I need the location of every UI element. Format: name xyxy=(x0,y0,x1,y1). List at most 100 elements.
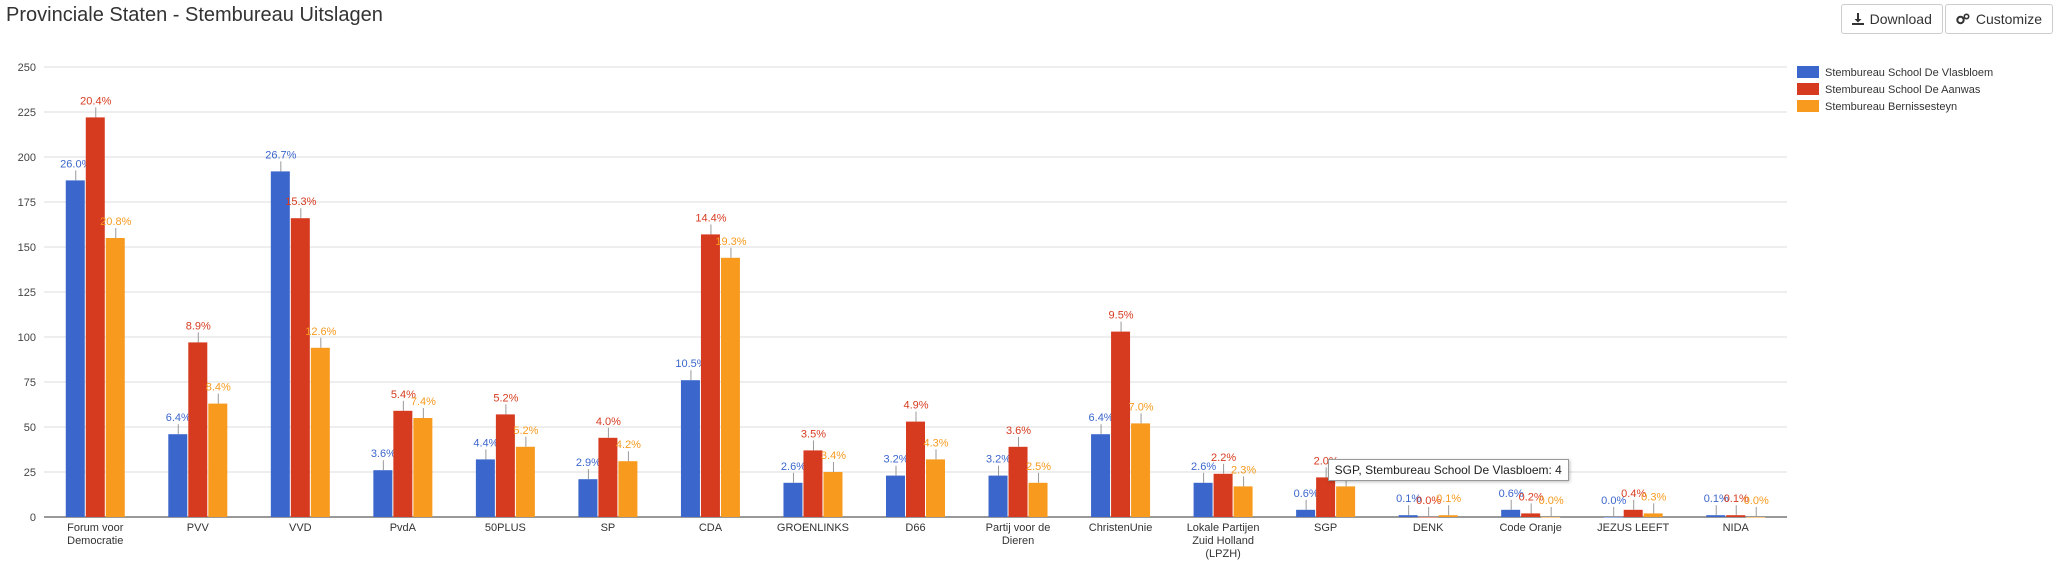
bar[interactable] xyxy=(1706,515,1726,517)
bar[interactable] xyxy=(1233,486,1253,517)
bar[interactable] xyxy=(1726,515,1746,517)
data-label: 26.0% xyxy=(60,158,91,170)
legend-swatch xyxy=(1797,66,1819,78)
data-label: 3.2% xyxy=(986,454,1011,466)
bar[interactable] xyxy=(1521,513,1541,517)
bar[interactable] xyxy=(1213,473,1233,517)
bar[interactable] xyxy=(1746,517,1766,518)
bar[interactable] xyxy=(413,418,433,517)
legend-entry: Stembureau School De Aanwas xyxy=(1825,84,1981,96)
bar[interactable] xyxy=(1541,517,1561,518)
x-tick-label: JEZUS LEEFT xyxy=(1597,522,1669,534)
bar[interactable] xyxy=(1111,331,1131,517)
data-label: 8.4% xyxy=(206,382,231,394)
bar[interactable] xyxy=(310,347,330,517)
y-tick-label: 100 xyxy=(18,332,36,344)
data-label: 12.6% xyxy=(305,326,336,338)
bar[interactable] xyxy=(1193,482,1213,517)
bar[interactable] xyxy=(65,180,85,517)
bar[interactable] xyxy=(803,450,823,517)
data-label: 15.3% xyxy=(285,196,316,208)
data-label: 3.4% xyxy=(821,450,846,462)
bar[interactable] xyxy=(1623,509,1643,517)
data-label: 7.4% xyxy=(411,396,436,408)
data-label: 0.3% xyxy=(1641,491,1666,503)
x-tick-label: Code Oranje xyxy=(1499,522,1561,534)
bar[interactable] xyxy=(208,403,228,517)
x-tick-label: NIDA xyxy=(1723,522,1750,534)
data-label: 3.6% xyxy=(371,448,396,460)
data-label: 0.1% xyxy=(1704,493,1729,505)
data-label: 2.5% xyxy=(1026,461,1051,473)
data-label: 20.4% xyxy=(80,95,111,107)
page-title: Provinciale Staten - Stembureau Uitslage… xyxy=(6,4,383,26)
legend-entry: Stembureau Bernissesteyn xyxy=(1825,101,1957,113)
x-tick-label: Forum voor xyxy=(67,522,124,534)
customize-button[interactable]: Customize xyxy=(1944,4,2053,34)
data-label: 4.9% xyxy=(903,400,928,412)
bar[interactable] xyxy=(1008,446,1028,517)
bar[interactable] xyxy=(618,461,638,517)
x-tick-label: GROENLINKS xyxy=(777,522,849,534)
bar[interactable] xyxy=(680,380,700,517)
bar[interactable] xyxy=(1296,509,1316,517)
bar[interactable] xyxy=(1028,482,1048,517)
bar[interactable] xyxy=(1603,517,1623,518)
y-tick-label: 75 xyxy=(24,377,36,389)
x-tick-label: ChristenUnie xyxy=(1089,522,1153,534)
data-label: 10.5% xyxy=(675,358,706,370)
data-label: 5.4% xyxy=(391,389,416,401)
bar[interactable] xyxy=(1131,423,1151,517)
x-tick-label: SGP xyxy=(1314,522,1337,534)
legend-swatch xyxy=(1797,83,1819,95)
bar[interactable] xyxy=(906,421,925,517)
bar[interactable] xyxy=(598,437,618,517)
bar[interactable] xyxy=(188,342,208,517)
y-tick-label: 200 xyxy=(18,152,36,164)
bar[interactable] xyxy=(290,218,310,517)
data-label: 7.0% xyxy=(1129,401,1154,413)
data-label: 3.2% xyxy=(883,454,908,466)
bar[interactable] xyxy=(515,446,535,517)
y-tick-label: 175 xyxy=(18,197,36,209)
bar[interactable] xyxy=(926,459,945,517)
bar[interactable] xyxy=(1336,486,1356,517)
download-button[interactable]: Download xyxy=(1840,4,1943,34)
data-label: 0.1% xyxy=(1396,493,1421,505)
bar[interactable] xyxy=(1438,515,1458,517)
gears-icon xyxy=(1956,13,1970,25)
download-icon xyxy=(1851,13,1864,25)
bar[interactable] xyxy=(988,475,1008,517)
data-label: 26.7% xyxy=(265,149,296,161)
bar[interactable] xyxy=(783,482,803,517)
bar[interactable] xyxy=(886,475,905,517)
data-label: 0.1% xyxy=(1724,493,1749,505)
data-label: 0.0% xyxy=(1416,495,1441,507)
bar[interactable] xyxy=(720,257,740,517)
bar[interactable] xyxy=(1091,434,1111,517)
bar[interactable] xyxy=(823,472,843,517)
download-label: Download xyxy=(1869,11,1932,27)
bar[interactable] xyxy=(373,470,393,517)
bar[interactable] xyxy=(495,414,515,517)
bar[interactable] xyxy=(1316,477,1336,517)
bar[interactable] xyxy=(1501,509,1521,517)
bar[interactable] xyxy=(1398,515,1418,517)
bar[interactable] xyxy=(578,479,598,517)
bar[interactable] xyxy=(393,410,413,517)
bar[interactable] xyxy=(270,171,290,517)
bar[interactable] xyxy=(85,117,105,518)
bar[interactable] xyxy=(1643,513,1663,517)
bar[interactable] xyxy=(105,238,125,517)
bar[interactable] xyxy=(700,234,720,517)
bar[interactable] xyxy=(168,434,188,517)
bar[interactable] xyxy=(475,459,495,517)
y-tick-label: 0 xyxy=(30,512,36,524)
data-label: 0.1% xyxy=(1436,493,1461,505)
y-tick-label: 250 xyxy=(18,62,36,74)
data-label: 0.0% xyxy=(1744,495,1769,507)
x-tick-label: 50PLUS xyxy=(485,522,526,534)
bar[interactable] xyxy=(1418,517,1438,518)
y-tick-label: 50 xyxy=(24,422,36,434)
data-label: 4.0% xyxy=(596,416,621,428)
